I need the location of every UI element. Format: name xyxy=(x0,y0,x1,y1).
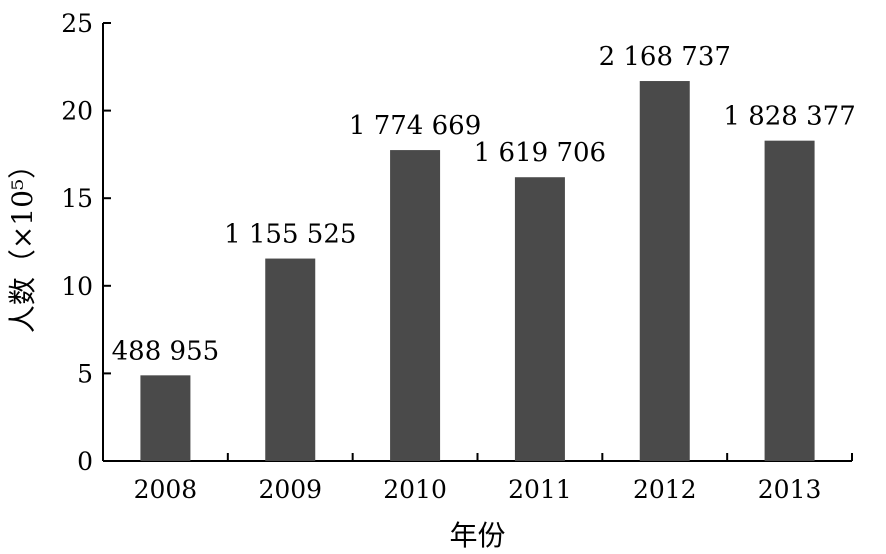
x-tick-label: 2011 xyxy=(508,475,572,504)
bar-value-label: 488 955 xyxy=(112,336,220,366)
y-tick-label: 10 xyxy=(61,272,93,301)
y-tick-label: 25 xyxy=(61,9,93,38)
bar-2011 xyxy=(514,177,565,461)
x-ticks: 2008 2009 2010 2011 2012 2013 xyxy=(134,453,853,504)
y-tick-label: 20 xyxy=(61,97,93,126)
y-tick-label: 0 xyxy=(77,447,93,476)
x-tick-label: 2010 xyxy=(383,475,447,504)
bar-value-label: 2 168 737 xyxy=(599,42,731,72)
x-tick-label: 2008 xyxy=(134,475,198,504)
bar-value-label: 1 155 525 xyxy=(224,220,356,250)
axes xyxy=(102,23,852,462)
bar-2013 xyxy=(764,140,815,462)
x-axis-title: 年份 xyxy=(449,519,505,552)
bar-value-label: 1 619 706 xyxy=(474,138,606,168)
x-tick-label: 2012 xyxy=(633,475,697,504)
y-ticks: 0 5 10 15 20 25 xyxy=(61,9,111,476)
x-tick-label: 2009 xyxy=(258,475,322,504)
bar-2010 xyxy=(390,150,441,461)
y-tick-label: 5 xyxy=(77,359,93,388)
x-tick-label: 2013 xyxy=(758,475,822,504)
y-axis-title: 人数（×10⁵） xyxy=(6,151,39,333)
bar-2012 xyxy=(639,81,690,461)
bar-value-label: 1 828 377 xyxy=(723,102,855,132)
bar-2009 xyxy=(265,258,316,461)
bar-value-label: 1 774 669 xyxy=(349,111,481,141)
bar-2008 xyxy=(140,375,191,461)
y-tick-label: 15 xyxy=(61,184,93,213)
bars xyxy=(140,81,815,462)
